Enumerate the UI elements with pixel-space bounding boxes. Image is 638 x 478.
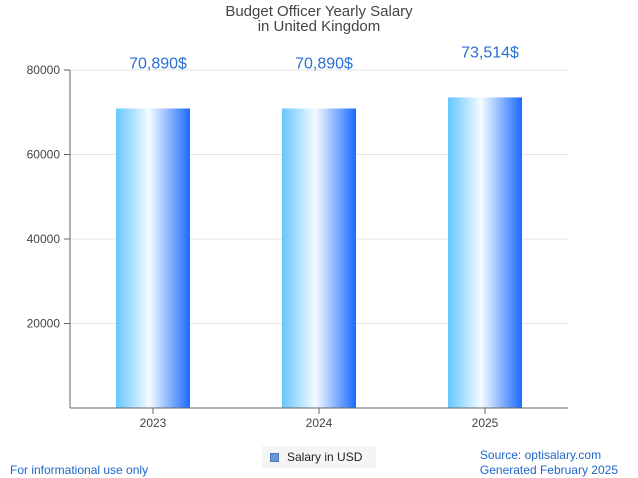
bar-2024 bbox=[282, 108, 356, 408]
x-tick-label: 2024 bbox=[306, 416, 333, 430]
chart-title-line-2: in United Kingdom bbox=[257, 18, 381, 35]
chart-title: Budget Officer Yearly Salary in United K… bbox=[0, 4, 638, 34]
y-tick-label: 40000 bbox=[27, 232, 61, 246]
bar-2025 bbox=[448, 97, 522, 408]
chart-title-line-1: Budget Officer Yearly Salary bbox=[225, 3, 413, 20]
x-tick-label: 2025 bbox=[472, 416, 499, 430]
source-info: Source: optisalary.com Generated Februar… bbox=[480, 448, 618, 478]
axes bbox=[64, 69, 568, 414]
bar-2023 bbox=[116, 108, 190, 408]
data-label: 73,514$ bbox=[461, 44, 519, 61]
legend-label: Salary in USD bbox=[287, 450, 363, 464]
y-tick-label: 80000 bbox=[27, 63, 61, 77]
source-link[interactable]: Source: optisalary.com bbox=[479, 448, 602, 462]
x-tick-label: 2023 bbox=[140, 416, 167, 430]
legend[interactable]: Salary in USD bbox=[262, 446, 376, 468]
y-tick-label: 20000 bbox=[27, 317, 61, 331]
legend-swatch bbox=[270, 452, 279, 462]
data-label: 70,890$ bbox=[129, 55, 187, 72]
labels: 20000 40000 60000 80000 2023 70,890$ 2024 70,89… bbox=[27, 44, 519, 430]
y-tick-label: 60000 bbox=[27, 148, 61, 162]
disclaimer-text: For informational use only bbox=[10, 463, 149, 477]
generated-date: Generated February 2025 bbox=[479, 463, 618, 477]
bars bbox=[116, 97, 522, 408]
data-label: 70,890$ bbox=[295, 55, 353, 72]
